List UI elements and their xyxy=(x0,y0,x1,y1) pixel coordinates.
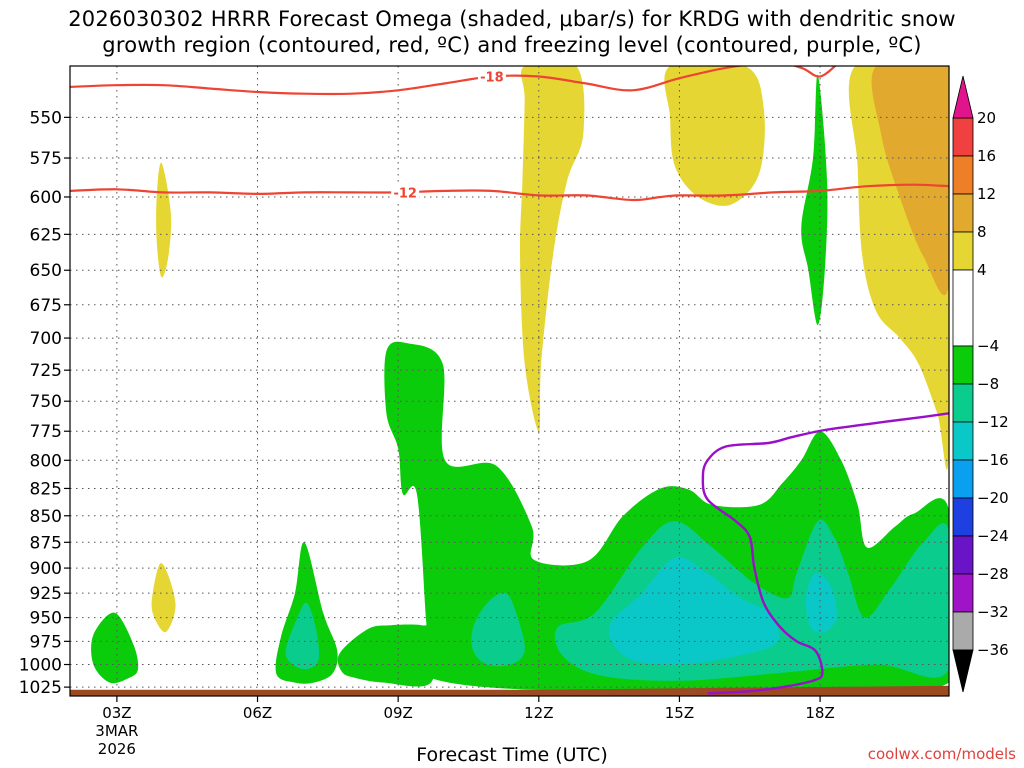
omega-colorbar: 20 16 12 8 4 −4 −8 −12 −16 −20 −24 −28 −32 −36 xyxy=(952,75,1009,693)
dgz-contour-label-bg-0 xyxy=(477,68,506,85)
y-tick-label-925: 925 xyxy=(30,584,62,604)
colorbar-label--28: −28 xyxy=(977,565,1009,583)
y-tick-label-725: 725 xyxy=(30,361,62,381)
colorbar-top-arrow xyxy=(952,75,974,119)
y-tick-label-550: 550 xyxy=(30,108,62,128)
omega-region-3 xyxy=(664,66,765,206)
colorbar-bin-11 xyxy=(952,573,974,613)
colorbar-bottom-arrow xyxy=(952,649,974,693)
omega-region-12 xyxy=(471,592,525,667)
y-tick-label-775: 775 xyxy=(30,422,62,442)
y-tick-label-800: 800 xyxy=(30,451,62,471)
x-tick-label-03Z: 03Z xyxy=(102,704,131,722)
colorbar-bin-0 xyxy=(952,117,974,157)
colorbar-label--32: −32 xyxy=(977,603,1009,621)
source-credit: coolwx.com/models xyxy=(867,745,1016,763)
colorbar-label-4: 4 xyxy=(977,261,987,279)
grid-lines xyxy=(70,66,949,696)
colorbar-bin-12 xyxy=(952,611,974,651)
y-tick-label-875: 875 xyxy=(30,533,62,553)
colorbar-bin-6 xyxy=(952,383,974,423)
x-axis-title: Forecast Time (UTC) xyxy=(416,744,608,766)
omega-region-2 xyxy=(519,66,585,432)
omega-region-0 xyxy=(156,162,172,278)
plot-frame xyxy=(69,65,950,697)
chart-title: 2026030302 HRRR Forecast Omega (shaded, … xyxy=(0,6,1024,58)
dgz-contour-label-0: -18 xyxy=(480,71,504,86)
colorbar-label--20: −20 xyxy=(977,489,1009,507)
colorbar-bin-2 xyxy=(952,193,974,233)
dgz-contour-label-bg-1 xyxy=(391,184,420,201)
y-tick-label-950: 950 xyxy=(30,609,62,629)
colorbar-label-20: 20 xyxy=(977,109,996,127)
x-tick-label-12Z: 12Z xyxy=(524,704,553,722)
y-tick-label-675: 675 xyxy=(30,296,62,316)
x-tick-year: 2026 xyxy=(98,740,136,758)
colorbar-label--12: −12 xyxy=(977,413,1009,431)
dgz-contour-1 xyxy=(70,183,949,202)
colorbar-label-16: 16 xyxy=(977,147,996,165)
y-tick-label-900: 900 xyxy=(30,559,62,579)
pressure-axis: 550 575 600 625 650 675 700 725 750 775 800 825 850 8… xyxy=(19,108,70,698)
x-tick-label-09Z: 09Z xyxy=(383,704,412,722)
x-tick-label-06Z: 06Z xyxy=(243,704,272,722)
colorbar-label--8: −8 xyxy=(977,375,999,393)
colorbar-bin-8 xyxy=(952,459,974,499)
omega-region-6 xyxy=(801,74,828,325)
y-tick-label-1025: 1025 xyxy=(19,678,62,698)
colorbar-bin-7 xyxy=(952,421,974,461)
y-tick-label-575: 575 xyxy=(30,149,62,169)
temperature-contours: -18 -12 xyxy=(70,66,949,695)
omega-region-15 xyxy=(805,572,837,633)
colorbar-bin-10 xyxy=(952,535,974,575)
colorbar-bin-4 xyxy=(952,269,974,347)
y-tick-label-750: 750 xyxy=(30,392,62,412)
x-tick-label-15Z: 15Z xyxy=(665,704,694,722)
omega-region-7 xyxy=(91,612,139,684)
colorbar-label-8: 8 xyxy=(977,223,987,241)
colorbar-label--16: −16 xyxy=(977,451,1009,469)
y-tick-label-600: 600 xyxy=(30,188,62,208)
y-tick-label-625: 625 xyxy=(30,225,62,245)
y-tick-label-650: 650 xyxy=(30,261,62,281)
x-tick-label-18Z: 18Z xyxy=(805,704,834,722)
y-tick-label-975: 975 xyxy=(30,632,62,652)
colorbar-bin-3 xyxy=(952,231,974,271)
colorbar-label-12: 12 xyxy=(977,185,996,203)
colorbar-bin-5 xyxy=(952,345,974,385)
omega-region-1 xyxy=(151,562,176,633)
colorbar-bin-1 xyxy=(952,155,974,195)
dgz-contour-label-1: -12 xyxy=(393,186,417,201)
chart-title-line2: growth region (contoured, red, ºC) and f… xyxy=(102,33,922,57)
chart-title-line1: 2026030302 HRRR Forecast Omega (shaded, … xyxy=(68,7,956,31)
freezing-level-line xyxy=(701,412,949,695)
omega-region-14 xyxy=(608,557,780,665)
colorbar-label--24: −24 xyxy=(977,527,1009,545)
y-tick-label-700: 700 xyxy=(30,329,62,349)
x-tick-date: 3MAR xyxy=(95,722,138,740)
colorbar-label--36: −36 xyxy=(977,641,1009,659)
colorbar-bin-9 xyxy=(952,497,974,537)
y-tick-label-825: 825 xyxy=(30,479,62,499)
y-tick-label-850: 850 xyxy=(30,507,62,527)
omega-region-5 xyxy=(871,66,949,295)
omega-region-9 xyxy=(337,624,435,687)
omega-region-11 xyxy=(285,602,320,670)
omega-shading xyxy=(91,66,949,696)
colorbar-label--4: −4 xyxy=(977,337,999,355)
y-tick-label-1000: 1000 xyxy=(19,656,62,676)
